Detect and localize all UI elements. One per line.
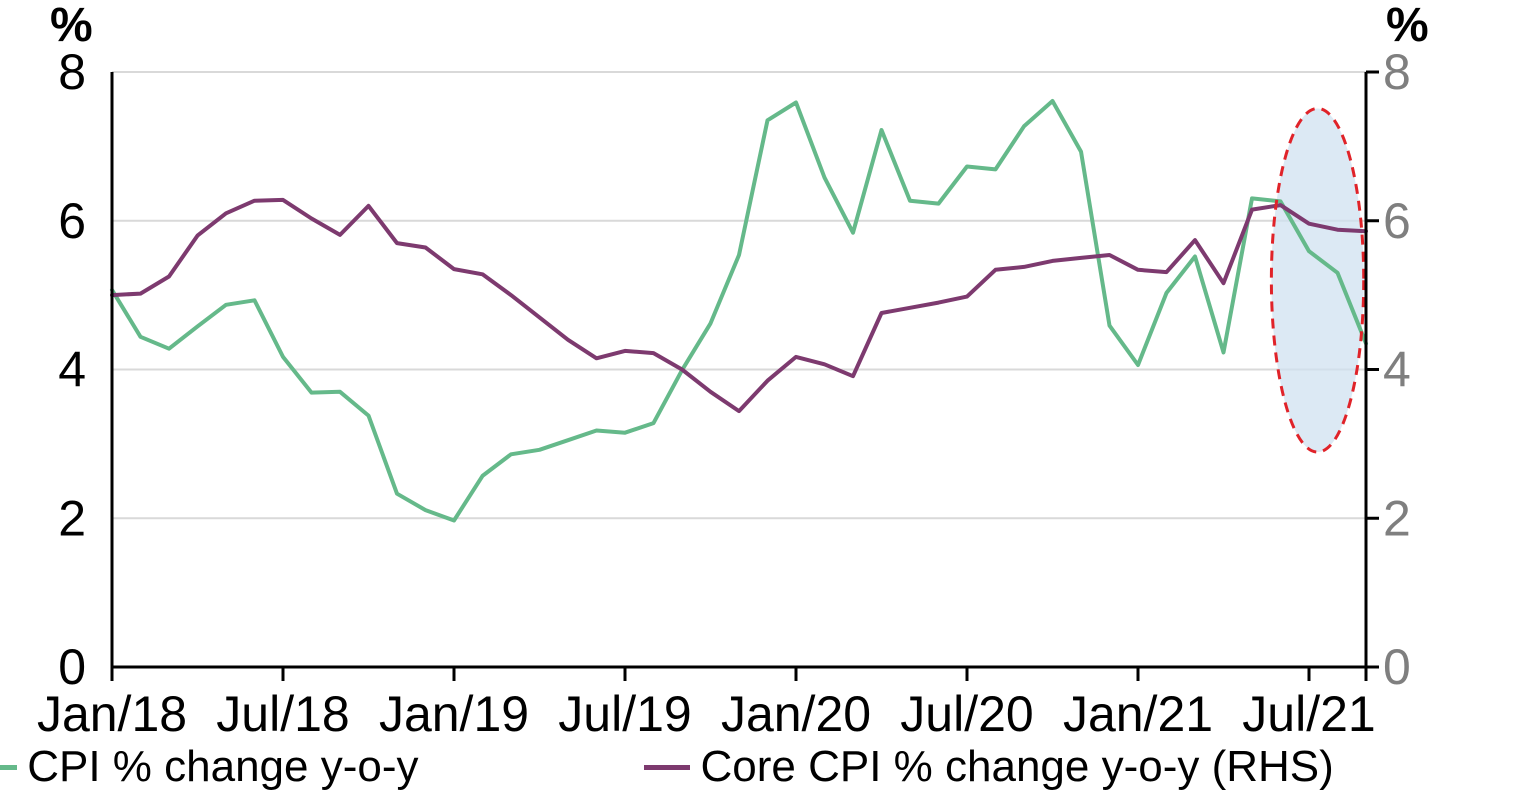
right-tick-label-0: 0: [1383, 639, 1411, 695]
left-tick-label-2: 2: [58, 490, 86, 546]
series-line-core-cpi: [110, 197, 1368, 414]
left-tick-label-6: 6: [58, 193, 86, 249]
highlight-ellipse-border: [1269, 106, 1366, 454]
x-tick-label-Jan-18: Jan/18: [37, 686, 187, 742]
chart-legend: CPI % change y-o-y Core CPI % change y-o…: [0, 742, 1410, 792]
x-tick-label-Jul-18: Jul/18: [216, 686, 349, 742]
left-tick-label-0: 0: [58, 639, 86, 695]
x-tick-label-Jan-21: Jan/21: [1063, 686, 1213, 742]
legend-label-cpi: CPI % change y-o-y: [27, 742, 419, 791]
x-tick-label-Jul-19: Jul/19: [558, 686, 691, 742]
right-tick-label-4: 4: [1383, 342, 1411, 398]
left-tick-label-8: 8: [58, 44, 86, 100]
cpi-line-swatch: [0, 764, 18, 770]
left-tick-label-4: 4: [58, 342, 86, 398]
right-axis-unit-label: %: [1386, 0, 1429, 52]
legend-label-core-cpi: Core CPI % change y-o-y (RHS): [700, 742, 1334, 791]
right-tick-label-2: 2: [1383, 490, 1411, 546]
highlight-ellipse-fill: [1271, 108, 1364, 453]
right-tick-label-8: 8: [1383, 44, 1411, 100]
legend-item-cpi: CPI % change y-o-y: [0, 742, 418, 792]
x-tick-label-Jul-21: Jul/21: [1242, 686, 1375, 742]
core-cpi-line-swatch: [644, 764, 691, 770]
x-tick-label-Jul-20: Jul/20: [900, 686, 1033, 742]
x-tick-label-Jan-19: Jan/19: [379, 686, 529, 742]
legend-item-core-cpi: Core CPI % change y-o-y (RHS): [644, 742, 1334, 792]
left-axis-unit-label: %: [50, 0, 93, 52]
series-line-cpi: [110, 99, 1368, 523]
x-tick-label-Jan-20: Jan/20: [721, 686, 871, 742]
right-tick-label-6: 6: [1383, 193, 1411, 249]
